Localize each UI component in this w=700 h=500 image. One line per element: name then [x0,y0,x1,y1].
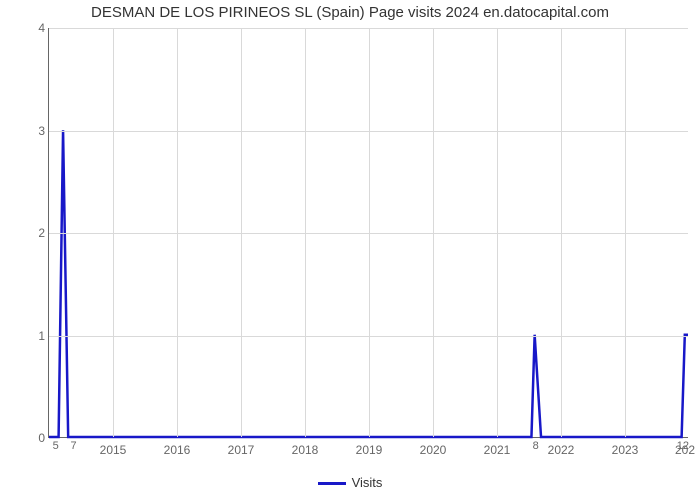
grid-line [241,28,242,437]
x-tick-label: 2022 [548,443,575,457]
x-tick-label: 2017 [228,443,255,457]
small-num-left-a: 5 [53,440,59,452]
grid-line [369,28,370,437]
grid-line [433,28,434,437]
small-num-left-b: 7 [71,440,77,452]
grid-line [177,28,178,437]
grid-line [113,28,114,437]
legend-label: Visits [352,475,383,490]
small-num-right-a: 8 [533,440,539,452]
x-tick-label: 2019 [356,443,383,457]
grid-line [497,28,498,437]
small-num-right-b: 12 [677,440,689,452]
x-tick-label: 2015 [100,443,127,457]
y-tick-label: 3 [21,124,45,138]
y-tick-label: 1 [21,329,45,343]
x-tick-label: 2021 [484,443,511,457]
chart-title: DESMAN DE LOS PIRINEOS SL (Spain) Page v… [0,4,700,21]
x-tick-label: 2016 [164,443,191,457]
chart-area: 0123420152016201720182019202020212022202… [48,28,688,438]
x-tick-label: 2018 [292,443,319,457]
x-tick-label: 2020 [420,443,447,457]
grid-line [625,28,626,437]
legend: Visits [0,475,700,490]
legend-swatch [318,482,346,485]
grid-line [305,28,306,437]
y-tick-label: 2 [21,226,45,240]
y-tick-label: 0 [21,431,45,445]
grid-line [561,28,562,437]
x-tick-label: 2023 [612,443,639,457]
y-tick-label: 4 [21,21,45,35]
